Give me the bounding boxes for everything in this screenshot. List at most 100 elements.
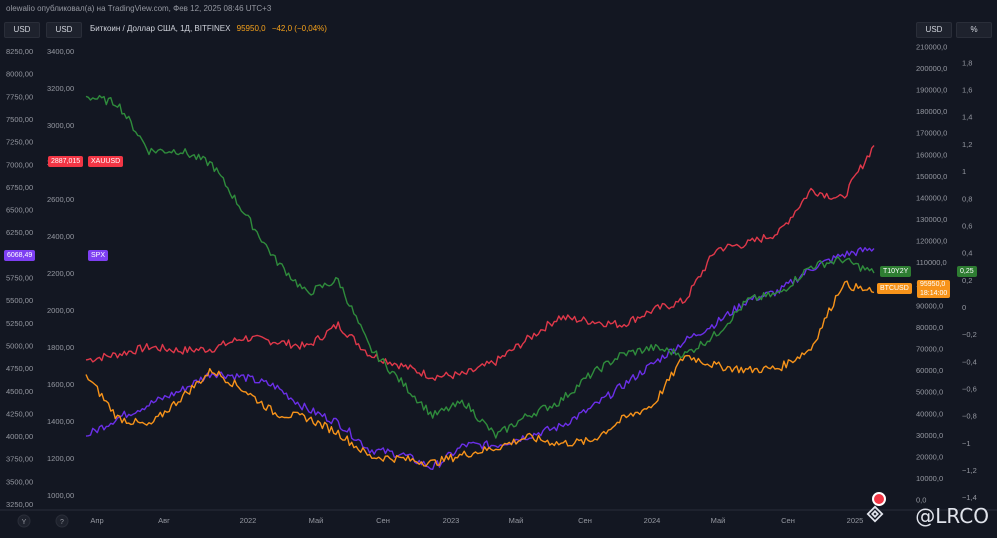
xau-axis-tick-label: 1600,00 xyxy=(47,380,74,389)
btc-axis-tick-label: 180000,0 xyxy=(916,107,947,116)
btc-axis-tick-label: 70000,0 xyxy=(916,345,943,354)
xau-axis-tick-label: 2200,00 xyxy=(47,269,74,278)
spx-series-line[interactable] xyxy=(85,246,875,470)
symbol-name: Биткоин / Доллар США, 1Д, BITFINEX xyxy=(90,24,231,33)
btcusd-series-line[interactable] xyxy=(85,280,875,467)
btc-axis-tick-label: 60000,0 xyxy=(916,366,943,375)
btc-axis-tick-label: 190000,0 xyxy=(916,85,947,94)
spx-axis-tick-label: 7000,00 xyxy=(6,160,33,169)
xau-axis-tick-label: 2600,00 xyxy=(47,195,74,204)
symbol-change: −42,0 (−0,04%) xyxy=(271,24,327,33)
spx-axis-tick-label: 8000,00 xyxy=(6,70,33,79)
t10y-axis-tick-label: −0,4 xyxy=(962,357,977,366)
btc-axis-tick-label: 200000,0 xyxy=(916,64,947,73)
xau-axis-tick-label: 1800,00 xyxy=(47,343,74,352)
xau-axis-tick-label: 3400,00 xyxy=(47,47,74,56)
btc-axis-tick-label: 90000,0 xyxy=(916,301,943,310)
btc-axis-tick-label: 10000,0 xyxy=(916,474,943,483)
spx-value: 6068,49 xyxy=(7,252,33,259)
t10y-axis-tick-label: 1 xyxy=(962,167,966,176)
currency-left-1-button[interactable]: USD xyxy=(4,22,40,38)
xau-axis-tick-label: 3000,00 xyxy=(47,121,74,130)
t10y2y-series-line[interactable] xyxy=(85,94,875,439)
spx-axis-tick-label: 4750,00 xyxy=(6,364,33,373)
btc-axis-tick-label: 140000,0 xyxy=(916,193,947,202)
xau-axis-tick-label: 1200,00 xyxy=(47,454,74,463)
help-icon[interactable] xyxy=(55,514,69,528)
xau-name-badge: XAUUSD xyxy=(88,156,124,167)
symbol-legend[interactable]: Биткоин / Доллар США, 1Д, BITFINEX 95950… xyxy=(90,24,327,33)
t10y-axis-tick-label: 1,2 xyxy=(962,140,972,149)
spx-axis-tick-label: 5250,00 xyxy=(6,319,33,328)
currency-left-2-button[interactable]: USD xyxy=(46,22,82,38)
percent-scale-button[interactable]: % xyxy=(956,22,992,38)
btc-name: BTCUSD xyxy=(880,285,909,292)
x-tick-label: Май xyxy=(711,516,726,525)
x-tick-label: Сен xyxy=(578,516,592,525)
t10y-axis-tick-label: 1,8 xyxy=(962,58,972,67)
btc-axis-tick-label: 20000,0 xyxy=(916,453,943,462)
x-tick-label: Авг xyxy=(158,516,170,525)
time-axis[interactable] xyxy=(0,510,997,538)
btc-axis-tick-label: 120000,0 xyxy=(916,237,947,246)
t10y-axis-tick-label: 0,6 xyxy=(962,221,972,230)
spx-axis-tick-label: 3750,00 xyxy=(6,455,33,464)
watermark-avatar-icon xyxy=(872,492,886,506)
publish-info: olewalio опубликовал(а) на TradingView.c… xyxy=(6,4,272,13)
currency-right-button[interactable]: USD xyxy=(916,22,952,38)
spx-axis-tick-label: 4500,00 xyxy=(6,387,33,396)
t10y-name-badge: T10Y2Y xyxy=(880,266,912,277)
publish-header: olewalio опубликовал(а) на TradingView.c… xyxy=(0,0,997,18)
spx-value-badge: 6068,49 xyxy=(4,250,36,261)
spx-axis-tick-label: 5500,00 xyxy=(6,296,33,305)
xau-axis-tick-label: 3200,00 xyxy=(47,84,74,93)
btc-name-badge: BTCUSD xyxy=(877,283,912,294)
x-tick-label: Апр xyxy=(90,516,103,525)
xau-value-badge: 2887,015 xyxy=(48,156,84,167)
spx-axis-tick-label: 4000,00 xyxy=(6,432,33,441)
x-tick-label: Сен xyxy=(376,516,390,525)
xau-name: XAUUSD xyxy=(91,158,121,165)
t10y-axis-tick-label: −1,2 xyxy=(962,466,977,475)
t10y-axis-tick-label: 0,2 xyxy=(962,276,972,285)
t10y-value: 0,25 xyxy=(960,268,974,275)
btc-axis-tick-label: 130000,0 xyxy=(916,215,947,224)
x-tick-label: Май xyxy=(309,516,324,525)
x-tick-label: Май xyxy=(509,516,524,525)
btc-value-badge: 95950,0 18:14:00 xyxy=(917,280,951,298)
t10y-axis-tick-label: −0,8 xyxy=(962,412,977,421)
t10y-axis-tick-label: −0,2 xyxy=(962,330,977,339)
btc-axis-tick-label: 110000,0 xyxy=(916,258,947,267)
t10y-axis-tick-label: −0,6 xyxy=(962,385,977,394)
spx-axis-tick-label: 4250,00 xyxy=(6,409,33,418)
t10y-name: T10Y2Y xyxy=(883,268,909,275)
t10y-axis-tick-label: 1,6 xyxy=(962,86,972,95)
btc-axis-tick-label: 30000,0 xyxy=(916,431,943,440)
spx-axis-tick-label: 7500,00 xyxy=(6,115,33,124)
xau-axis-tick-label: 1000,00 xyxy=(47,491,74,500)
t10y-axis-tick-label: 0 xyxy=(962,303,966,312)
x-tick-label: 2025 xyxy=(847,516,864,525)
spx-name: SPX xyxy=(91,252,106,259)
btc-axis-tick-label: 210000,0 xyxy=(916,42,947,51)
btc-countdown: 18:14:00 xyxy=(920,290,948,297)
binance-logo-icon xyxy=(866,505,884,523)
spx-axis-tick-label: 6500,00 xyxy=(6,206,33,215)
t10y-value-badge: 0,25 xyxy=(957,266,977,277)
spx-axis-tick-label: 5750,00 xyxy=(6,274,33,283)
btc-axis-tick-label: 170000,0 xyxy=(916,129,947,138)
btc-axis-tick-label: 80000,0 xyxy=(916,323,943,332)
chart-settings-icon[interactable] xyxy=(17,514,31,528)
spx-axis-tick-label: 7250,00 xyxy=(6,138,33,147)
xau-axis-tick-label: 2000,00 xyxy=(47,306,74,315)
btc-axis-tick-label: 0,0 xyxy=(916,496,926,505)
btc-axis-tick-label: 50000,0 xyxy=(916,388,943,397)
x-tick-label: 2024 xyxy=(644,516,661,525)
t10y-axis-tick-label: 0,8 xyxy=(962,194,972,203)
x-tick-label: 2022 xyxy=(240,516,257,525)
xauusd-series-line[interactable] xyxy=(85,145,875,381)
spx-name-badge: SPX xyxy=(88,250,109,261)
btc-axis-tick-label: 40000,0 xyxy=(916,409,943,418)
